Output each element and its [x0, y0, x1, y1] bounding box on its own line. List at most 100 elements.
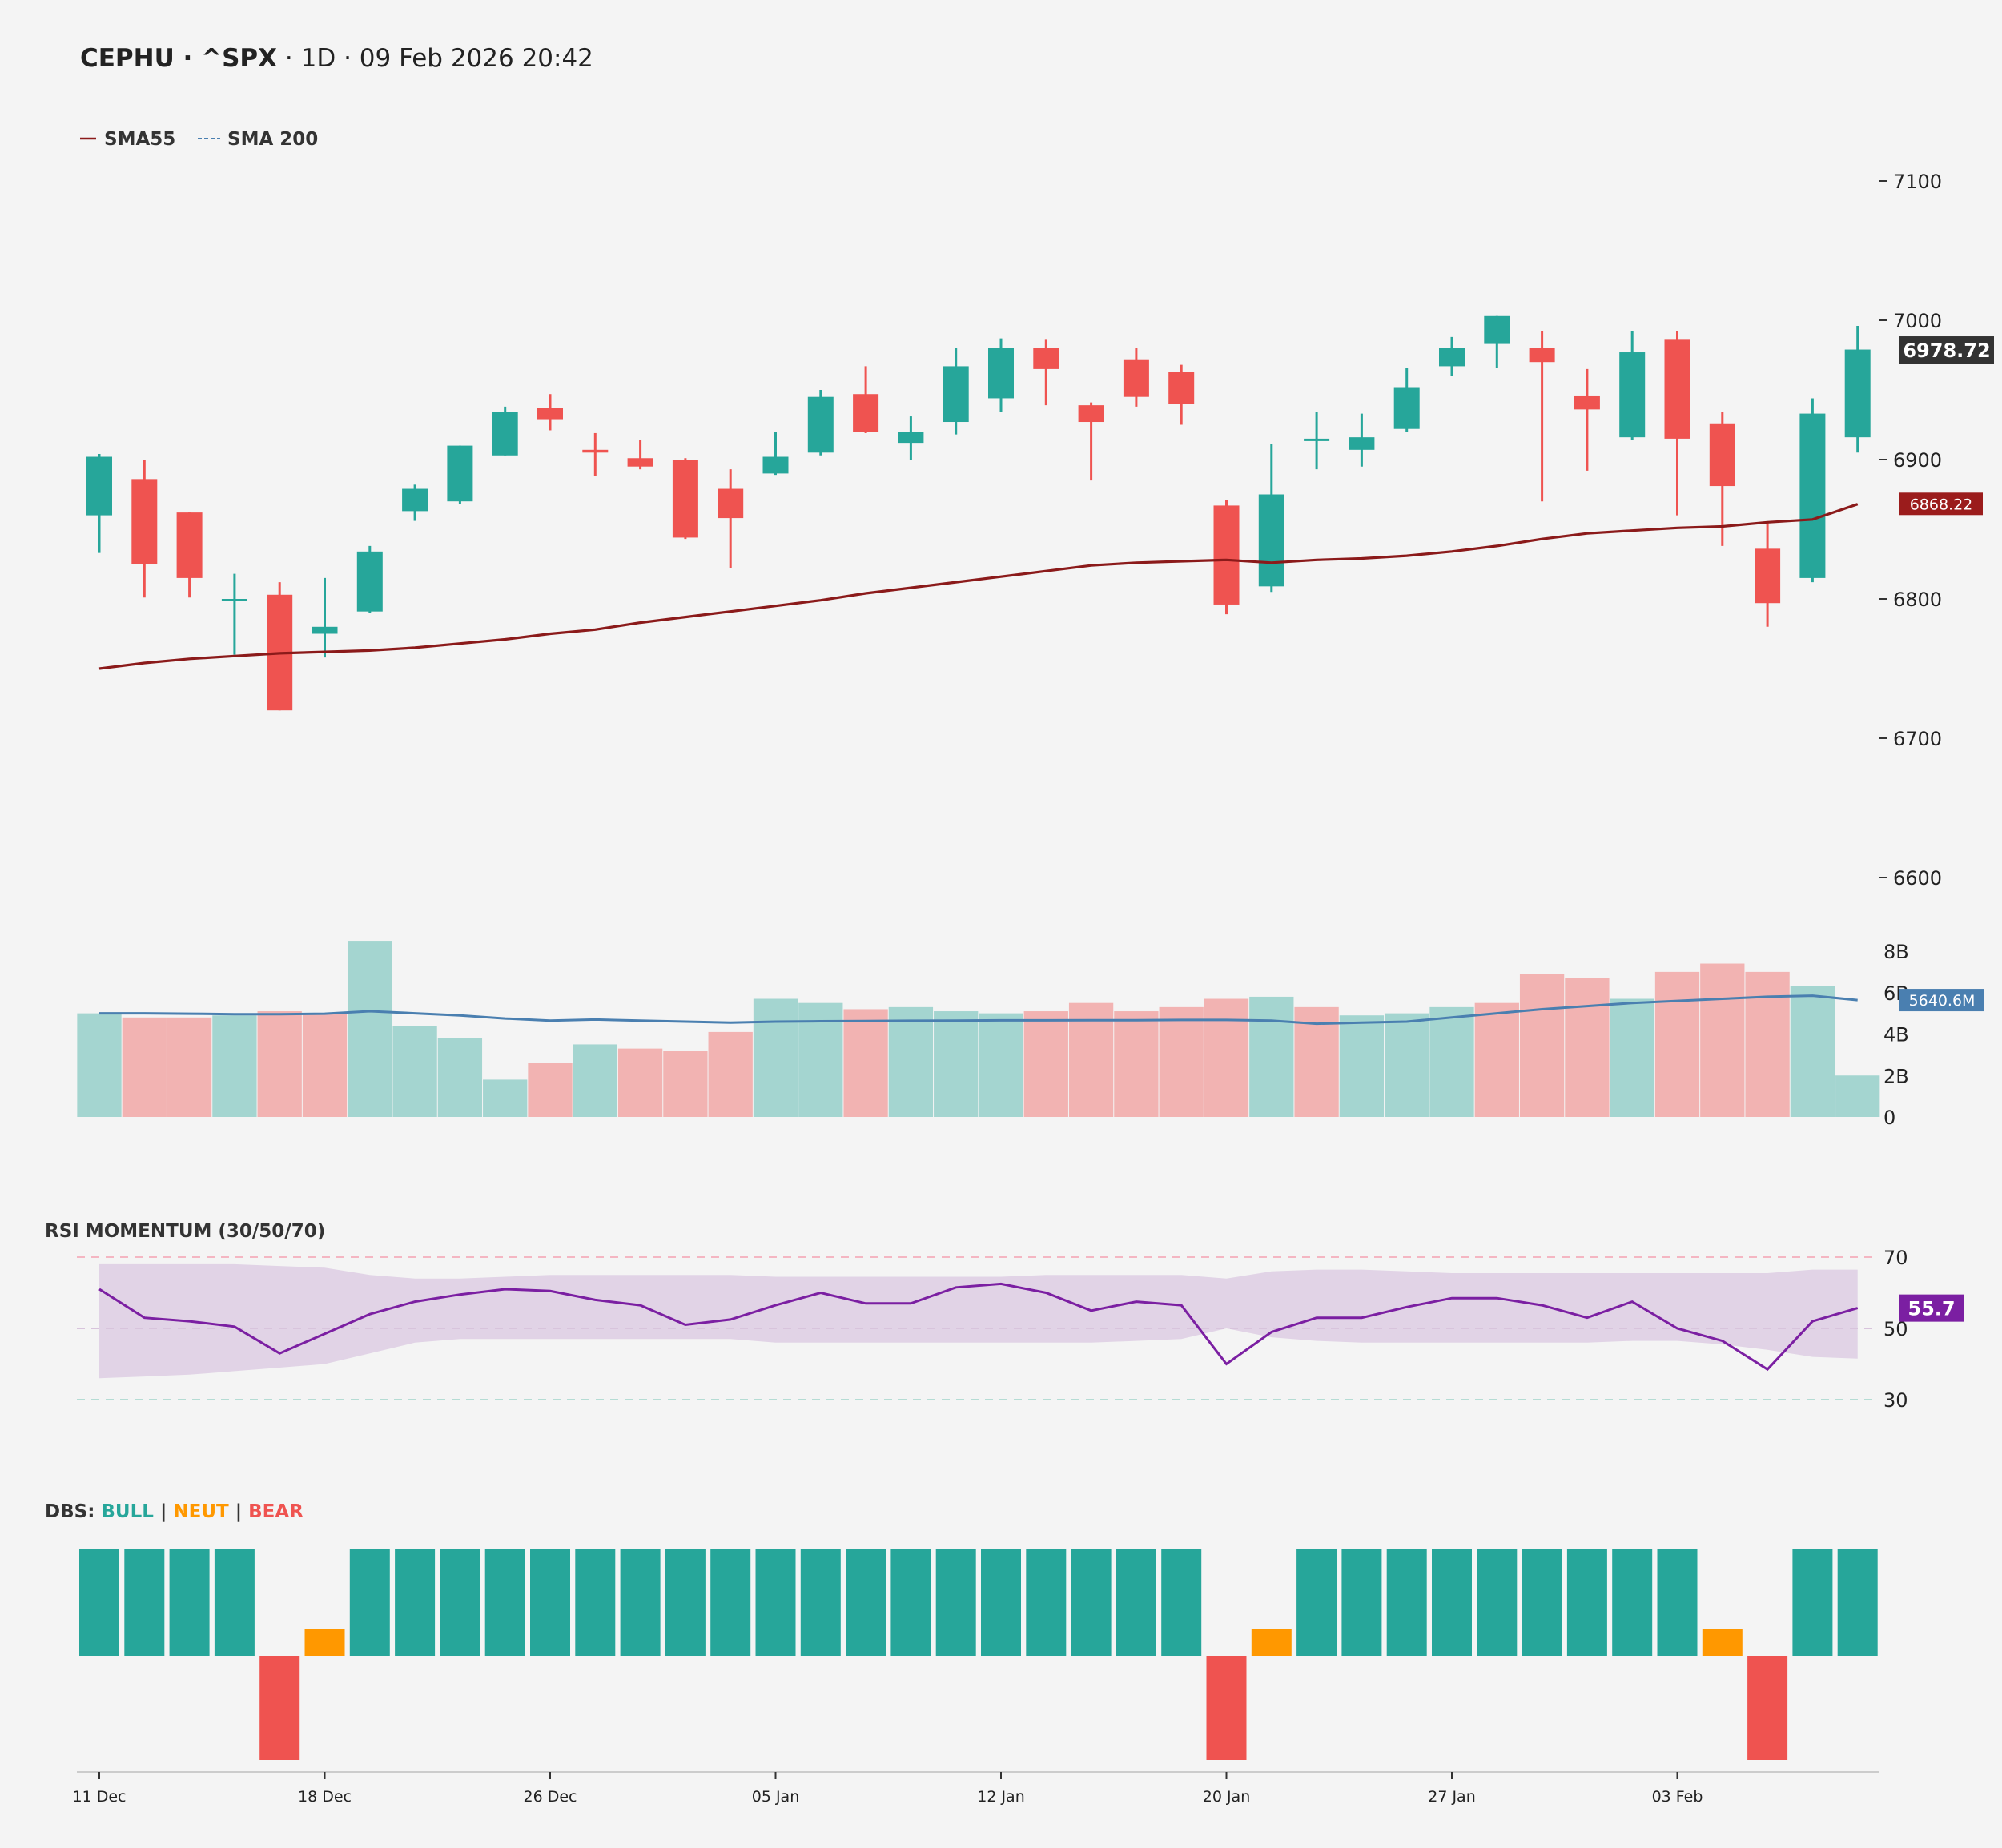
volume-bar	[483, 1079, 528, 1117]
sma-value-badge	[1899, 492, 1983, 516]
dbs-bar-bull	[890, 1549, 931, 1656]
dbs-bar-neut	[1251, 1629, 1292, 1656]
candle-body	[402, 488, 428, 512]
volume-bar	[888, 1006, 934, 1117]
candle-body	[221, 599, 247, 601]
dbs-separator-1: |	[160, 1501, 167, 1522]
volume-bar	[212, 1015, 257, 1117]
dbs-bar-bull	[846, 1549, 886, 1656]
volume-bar	[708, 1031, 753, 1117]
x-axis-tick-label: 11 Dec	[73, 1788, 127, 1806]
candle-body	[582, 449, 609, 453]
dbs-bar-bull	[440, 1549, 480, 1656]
volume-bar	[392, 1026, 437, 1117]
x-axis-tick-label: 05 Jan	[752, 1788, 800, 1806]
dbs-bear-label: BEAR	[248, 1501, 304, 1522]
candle-body	[1484, 315, 1510, 344]
volume-bar	[257, 1011, 302, 1117]
candle-body	[1709, 423, 1735, 487]
dbs-bar-bull	[124, 1549, 165, 1656]
candle-body	[988, 348, 1014, 399]
candle-body	[1529, 348, 1555, 363]
dbs-bar-bull	[79, 1549, 119, 1656]
dbs-title-prefix: DBS:	[45, 1501, 94, 1522]
volume-bar	[1385, 1013, 1429, 1117]
volume-bar	[1565, 978, 1610, 1117]
volume-axis-tick-label: 0	[1883, 1107, 1895, 1129]
volume-bar	[1745, 971, 1790, 1117]
rsi-panel: 30 50 70 55.7	[77, 1247, 1964, 1412]
candle-body	[1799, 413, 1826, 578]
dbs-bar-bull	[1477, 1549, 1518, 1656]
candle-body	[898, 432, 924, 444]
volume-bar	[1339, 1015, 1385, 1117]
dbs-separator-2: |	[235, 1501, 242, 1522]
candle-body	[672, 460, 698, 538]
dbs-bar-bull	[981, 1549, 1021, 1656]
dbs-bar-bull	[665, 1549, 706, 1656]
candle-body	[1349, 437, 1375, 450]
price-legend: SMA55 SMA 200	[80, 129, 318, 150]
candle-body	[943, 366, 969, 423]
volume-bar	[617, 1048, 663, 1117]
candle-body	[1304, 438, 1330, 441]
candle-body	[312, 626, 338, 634]
volume-bar	[1835, 1075, 1880, 1117]
sma55-legend-label: SMA55	[104, 129, 175, 150]
candle-body	[492, 412, 518, 456]
dbs-bull-label: BULL	[101, 1501, 154, 1522]
x-axis-tick-label: 18 Dec	[298, 1788, 352, 1806]
dbs-bar-bull	[1432, 1549, 1472, 1656]
volume-ma-badge	[1899, 989, 1984, 1012]
volume-bar	[302, 1013, 348, 1117]
dbs-bar-bull	[1837, 1549, 1878, 1656]
x-axis-tick-label: 20 Jan	[1203, 1788, 1251, 1806]
rsi-value-label: 55.7	[1908, 1298, 1955, 1320]
chart-timeframe: · 1D · 09 Feb 2026 20:42	[277, 44, 593, 73]
volume-ma-label: 5640.6M	[1909, 992, 1976, 1010]
volume-bar	[1429, 1006, 1474, 1117]
dbs-bar-bull	[935, 1549, 976, 1656]
candle-body	[86, 456, 112, 516]
volume-bar	[979, 1013, 1023, 1117]
price-axis-tick-label: 6800	[1893, 589, 1942, 611]
price-axis-tick-label: 7000	[1893, 310, 1942, 332]
dbs-bar-bull	[349, 1549, 390, 1656]
volume-bar	[1068, 1002, 1114, 1117]
volume-bar	[348, 941, 392, 1117]
dbs-bar-bull	[575, 1549, 616, 1656]
volume-bar	[1023, 1011, 1068, 1117]
candle-body	[1033, 348, 1059, 369]
volume-bar	[573, 1044, 617, 1117]
candle-body	[762, 456, 789, 474]
price-axis-tick-label: 6600	[1893, 867, 1942, 890]
sma55-line	[98, 503, 1859, 670]
volume-bar	[528, 1063, 573, 1117]
dbs-bar-bull	[1566, 1549, 1607, 1656]
candle-body	[1213, 505, 1240, 605]
price-axis-tick-label: 6700	[1893, 728, 1942, 750]
x-axis: 11 Dec 18 Dec 26 Dec 05 Jan 12 Jan 20 Jan 27 J…	[73, 1771, 1879, 1806]
last-price-label: 6978.72	[1903, 339, 1990, 362]
candle-body	[1393, 387, 1420, 429]
volume-bar	[1654, 971, 1700, 1117]
rsi-title: RSI MOMENTUM (30/50/70)	[45, 1221, 325, 1242]
volume-bar	[1790, 986, 1835, 1117]
volume-bar	[753, 998, 798, 1117]
rsi-line	[98, 1282, 1859, 1372]
x-axis-tick-label: 12 Jan	[977, 1788, 1025, 1806]
dbs-bar-bull	[214, 1549, 255, 1656]
rsi-axis-tick-label: 30	[1883, 1389, 1908, 1412]
dbs-bar-bull	[169, 1549, 210, 1656]
dbs-bar-bull	[395, 1549, 436, 1656]
dbs-bar-bull	[1071, 1549, 1112, 1656]
candle-body	[1439, 348, 1465, 367]
candle-body	[1664, 339, 1690, 439]
dbs-bar-bull	[755, 1549, 796, 1656]
candle-body	[718, 488, 744, 519]
sma200-legend-label: SMA 200	[227, 129, 318, 150]
rsi-axis-tick-label: 70	[1883, 1247, 1908, 1269]
dbs-bar-bull	[484, 1549, 525, 1656]
rsi-axis-tick-label: 50	[1883, 1318, 1908, 1340]
volume-bar	[934, 1011, 979, 1117]
